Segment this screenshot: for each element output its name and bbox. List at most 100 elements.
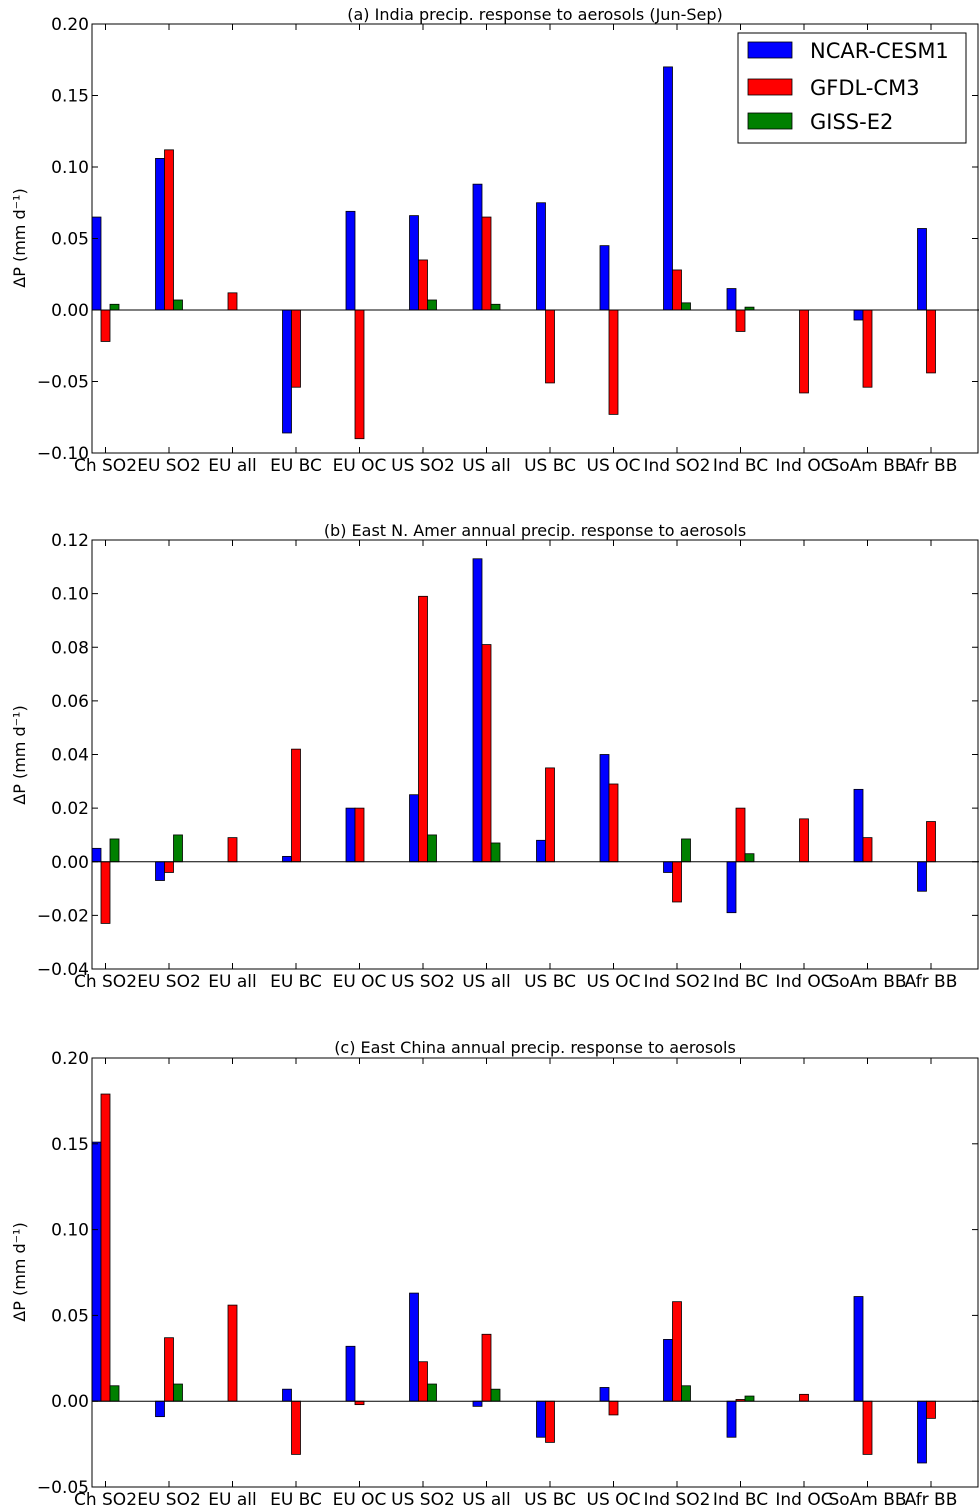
- bar-gfdl-cm3-ch-so2: [100, 309, 111, 342]
- legend-label-gfdl-cm3: GFDL-CM3: [810, 76, 920, 100]
- bar-ncar-cesm1-afr-bb: [917, 1400, 927, 1464]
- bar-gfdl-cm3-eu-oc: [354, 309, 365, 440]
- axes-frame: [91, 1057, 979, 1488]
- y-tick-label: 0.10: [51, 158, 89, 178]
- bar-ncar-cesm1-eu-so2: [155, 158, 165, 311]
- x-tick-label: Ind SO2: [644, 1490, 711, 1510]
- x-tick-label: US all: [462, 1490, 511, 1510]
- bar-gfdl-cm3-us-all: [481, 216, 492, 311]
- panel-b-ylabel: ΔP (mm d⁻¹): [10, 705, 29, 804]
- bar-ncar-cesm1-ch-so2: [91, 216, 102, 311]
- bar-giss-e2-ch-so2: [109, 838, 120, 863]
- bar-giss-e2-us-all: [490, 303, 501, 311]
- bar-ncar-cesm1-eu-so2: [155, 1400, 165, 1418]
- panel-c-ylabel: ΔP (mm d⁻¹): [10, 1222, 29, 1321]
- panel-b-title: (b) East N. Amer annual precip. response…: [324, 521, 746, 540]
- x-tick-label: US SO2: [391, 1490, 455, 1510]
- bar-giss-e2-us-all: [490, 1388, 501, 1402]
- bar-gfdl-cm3-soam-bb: [862, 837, 873, 863]
- x-tick-label: US OC: [587, 1490, 641, 1510]
- bar-ncar-cesm1-us-oc: [599, 754, 610, 863]
- bar-ncar-cesm1-soam-bb: [853, 309, 864, 321]
- bar-giss-e2-us-all: [490, 842, 501, 863]
- x-tick-label: US OC: [587, 456, 641, 476]
- y-tick-label: 0.20: [51, 15, 89, 35]
- y-tick-label: 0.10: [51, 1221, 89, 1241]
- panel-a: (a) India precip. response to aerosols (…: [10, 5, 979, 476]
- bar-gfdl-cm3-ind-so2: [672, 861, 682, 903]
- x-tick-label: Ch SO2: [74, 456, 137, 476]
- legend-swatch-ncar-cesm1: [747, 41, 793, 59]
- bar-giss-e2-us-so2: [427, 299, 437, 311]
- bar-ncar-cesm1-afr-bb: [917, 861, 927, 892]
- x-tick-label: EU all: [208, 1490, 256, 1510]
- x-tick-label: US all: [462, 456, 511, 476]
- x-tick-label: EU SO2: [137, 1490, 201, 1510]
- x-tick-label: Ind OC: [775, 456, 832, 476]
- x-tick-label: EU SO2: [137, 456, 201, 476]
- x-tick-label: EU BC: [270, 972, 322, 992]
- y-tick-label: 0.15: [51, 1135, 89, 1155]
- bar-gfdl-cm3-eu-bc: [291, 1400, 301, 1455]
- x-tick-label: Ind OC: [775, 1490, 832, 1510]
- x-tick-label: Ind SO2: [644, 972, 711, 992]
- x-tick-label: Afr BB: [905, 1490, 958, 1510]
- bar-gfdl-cm3-ind-so2: [672, 269, 682, 311]
- bar-ncar-cesm1-ind-bc: [726, 1400, 737, 1438]
- bar-gfdl-cm3-eu-oc: [354, 807, 365, 863]
- bar-giss-e2-ind-bc: [744, 1395, 755, 1402]
- y-tick-label: −0.05: [37, 373, 89, 393]
- y-tick-label: 0.10: [51, 585, 89, 605]
- bar-gfdl-cm3-eu-so2: [164, 149, 174, 311]
- x-tick-label: EU OC: [333, 456, 387, 476]
- x-tick-label: Ind BC: [713, 972, 768, 992]
- bar-ncar-cesm1-ind-bc: [726, 861, 737, 914]
- y-tick-label: 0.00: [51, 1392, 89, 1412]
- x-tick-label: SoAm BB: [828, 456, 906, 476]
- bar-gfdl-cm3-eu-so2: [164, 1337, 174, 1402]
- bar-ncar-cesm1-eu-oc: [345, 807, 356, 863]
- x-tick-label: EU OC: [333, 972, 387, 992]
- legend-swatch-gfdl-cm3: [747, 78, 793, 96]
- y-tick-label: 0.00: [51, 853, 89, 873]
- x-tick-label: EU BC: [270, 456, 322, 476]
- bar-gfdl-cm3-us-bc: [545, 309, 555, 384]
- panel-a-title: (a) India precip. response to aerosols (…: [347, 5, 723, 24]
- y-tick-label: 0.00: [51, 301, 89, 321]
- x-tick-label: EU all: [208, 456, 256, 476]
- bar-giss-e2-eu-so2: [173, 834, 183, 863]
- y-tick-label: −0.02: [37, 906, 89, 926]
- x-tick-label: Ind OC: [775, 972, 832, 992]
- panel-b: (b) East N. Amer annual precip. response…: [10, 521, 979, 992]
- bar-ncar-cesm1-ind-so2: [663, 861, 673, 873]
- bar-gfdl-cm3-eu-bc: [291, 748, 301, 863]
- bar-gfdl-cm3-eu-all: [227, 837, 238, 863]
- x-tick-label: US BC: [524, 972, 576, 992]
- x-tick-label: Ch SO2: [74, 1490, 137, 1510]
- y-tick-label: 0.02: [51, 799, 89, 819]
- bar-ncar-cesm1-us-all: [472, 183, 483, 311]
- bar-ncar-cesm1-eu-bc: [282, 1388, 292, 1402]
- bar-giss-e2-ch-so2: [109, 1385, 120, 1402]
- panel-c: (c) East China annual precip. response t…: [10, 1038, 979, 1510]
- bar-gfdl-cm3-us-oc: [608, 1400, 619, 1416]
- y-tick-label: 0.12: [51, 531, 89, 551]
- bar-ncar-cesm1-us-so2: [409, 1292, 419, 1402]
- bar-giss-e2-us-so2: [427, 834, 437, 863]
- x-tick-label: US SO2: [391, 972, 455, 992]
- bar-ncar-cesm1-us-so2: [409, 215, 419, 311]
- bar-ncar-cesm1-us-bc: [536, 839, 546, 863]
- bar-gfdl-cm3-ind-oc: [799, 818, 809, 863]
- bar-gfdl-cm3-ind-oc: [799, 1393, 809, 1402]
- bar-ncar-cesm1-us-oc: [599, 245, 610, 311]
- bar-gfdl-cm3-us-oc: [608, 783, 619, 863]
- x-tick-label: EU OC: [333, 1490, 387, 1510]
- x-tick-label: US BC: [524, 456, 576, 476]
- y-tick-label: 0.20: [51, 1049, 89, 1069]
- x-tick-label: Afr BB: [905, 456, 958, 476]
- x-tick-label: SoAm BB: [828, 972, 906, 992]
- bar-gfdl-cm3-eu-all: [227, 1304, 238, 1402]
- x-tick-label: Ind SO2: [644, 456, 711, 476]
- bar-gfdl-cm3-ind-oc: [799, 309, 809, 394]
- panel-a-ylabel: ΔP (mm d⁻¹): [10, 188, 29, 287]
